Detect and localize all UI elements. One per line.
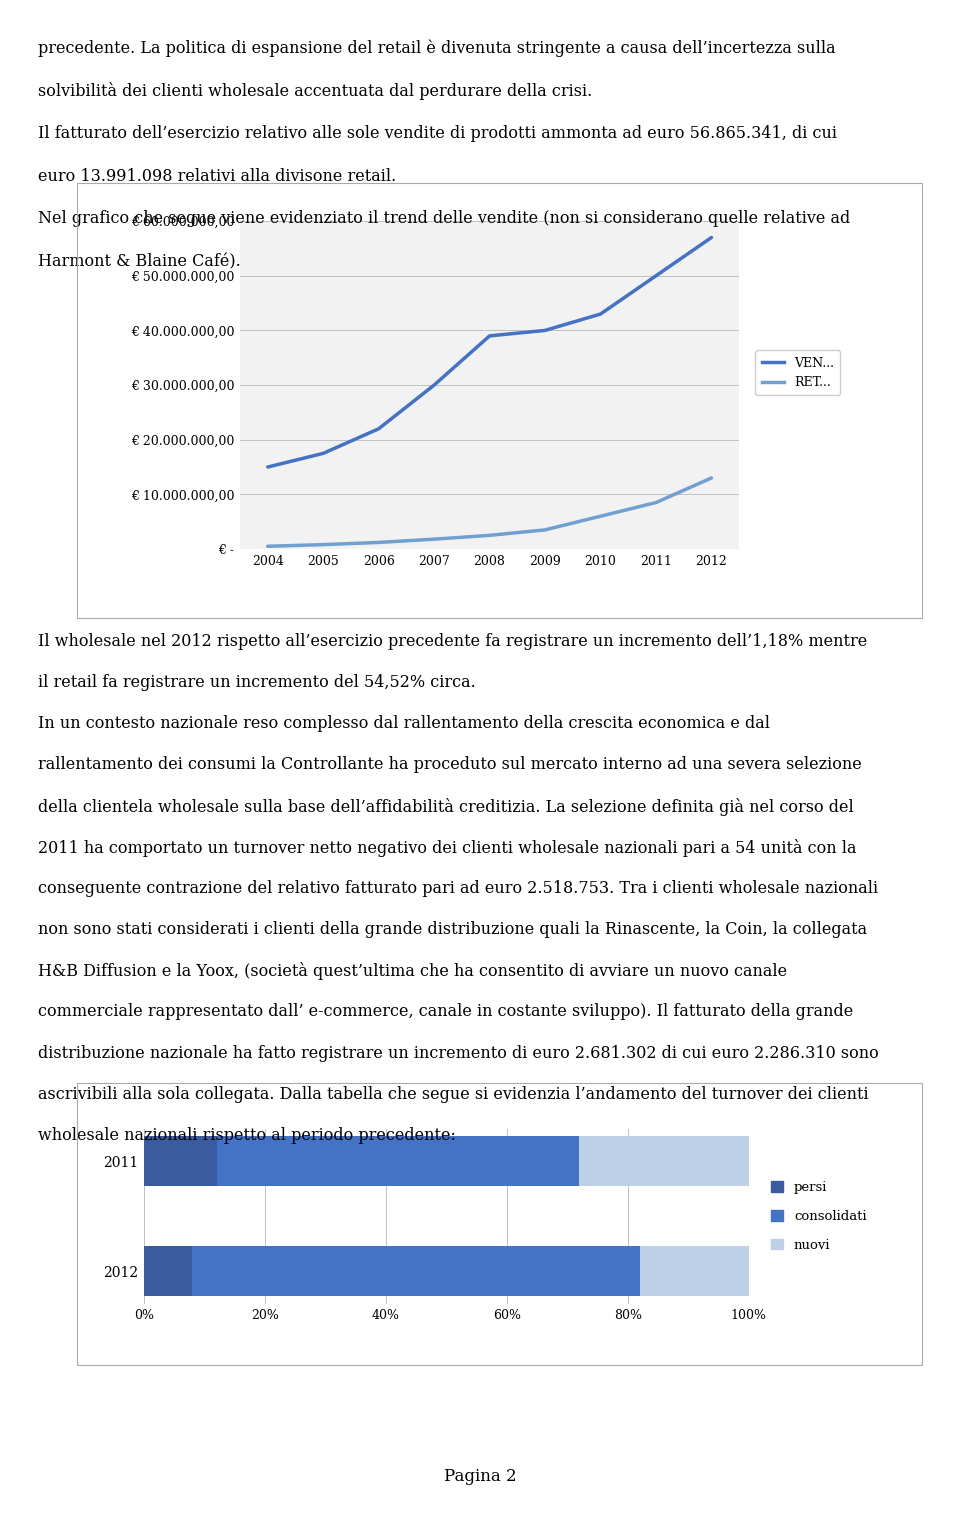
Text: H&B Diffusion e la Yoox, (società quest’ultima che ha consentito di avviare un n: H&B Diffusion e la Yoox, (società quest’…: [38, 962, 787, 981]
Bar: [192, 1246, 640, 1296]
Text: euro 13.991.098 relativi alla divisone retail.: euro 13.991.098 relativi alla divisone r…: [38, 168, 396, 185]
Text: wholesale nazionali rispetto al periodo precedente:: wholesale nazionali rispetto al periodo …: [38, 1127, 456, 1144]
Text: ascrivibili alla sola collegata. Dalla tabella che segue si evidenzia l’andament: ascrivibili alla sola collegata. Dalla t…: [38, 1086, 869, 1103]
Bar: [144, 1246, 192, 1296]
Text: distribuzione nazionale ha fatto registrare un incremento di euro 2.681.302 di c: distribuzione nazionale ha fatto registr…: [38, 1045, 879, 1061]
Text: precedente. La politica di espansione del retail è divenuta stringente a causa d: precedente. La politica di espansione de…: [38, 40, 836, 56]
Bar: [144, 1136, 217, 1186]
Text: il retail fa registrare un incremento del 54,52% circa.: il retail fa registrare un incremento de…: [38, 674, 476, 691]
Text: della clientela wholesale sulla base dell’affidabilità creditizia. La selezione : della clientela wholesale sulla base del…: [38, 798, 854, 816]
Text: non sono stati considerati i clienti della grande distribuzione quali la Rinasce: non sono stati considerati i clienti del…: [38, 921, 868, 938]
Bar: [580, 1136, 749, 1186]
Legend: persi, consolidati, nuovi: persi, consolidati, nuovi: [767, 1177, 871, 1255]
Text: Il wholesale nel 2012 rispetto all’esercizio precedente fa registrare un increme: Il wholesale nel 2012 rispetto all’eserc…: [38, 633, 868, 650]
Text: In un contesto nazionale reso complesso dal rallentamento della crescita economi: In un contesto nazionale reso complesso …: [38, 715, 770, 732]
Text: commerciale rappresentato dall’ e-commerce, canale in costante sviluppo). Il fat: commerciale rappresentato dall’ e-commer…: [38, 1003, 853, 1020]
Text: Harmont & Blaine Café).: Harmont & Blaine Café).: [38, 253, 241, 270]
Text: Pagina 2: Pagina 2: [444, 1467, 516, 1485]
Text: rallentamento dei consumi la Controllante ha proceduto sul mercato interno ad un: rallentamento dei consumi la Controllant…: [38, 756, 862, 773]
Text: solvibilità dei clienti wholesale accentuata dal perdurare della crisi.: solvibilità dei clienti wholesale accent…: [38, 82, 592, 101]
Text: Il fatturato dell’esercizio relativo alle sole vendite di prodotti ammonta ad eu: Il fatturato dell’esercizio relativo all…: [38, 125, 837, 142]
Text: Nel grafico che segue viene evidenziato il trend delle vendite (non si considera: Nel grafico che segue viene evidenziato …: [38, 210, 851, 227]
Bar: [640, 1246, 749, 1296]
Legend: VEN..., RET...: VEN..., RET...: [756, 351, 840, 395]
Bar: [217, 1136, 580, 1186]
Text: conseguente contrazione del relativo fatturato pari ad euro 2.518.753. Tra i cli: conseguente contrazione del relativo fat…: [38, 880, 878, 897]
Text: 2011 ha comportato un turnover netto negativo dei clienti wholesale nazionali pa: 2011 ha comportato un turnover netto neg…: [38, 839, 857, 857]
